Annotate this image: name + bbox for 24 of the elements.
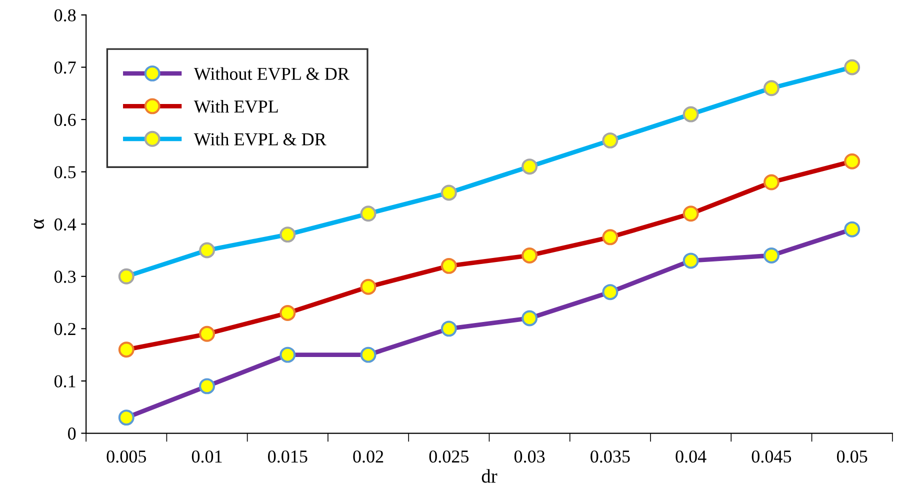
legend-label: With EVPL <box>194 100 278 113</box>
y-tick-label: 0.5 <box>54 166 76 178</box>
x-tick-label: 0.035 <box>590 450 630 463</box>
x-tick-label: 0.05 <box>836 450 868 463</box>
y-tick-label: 0.2 <box>54 322 76 336</box>
y-tick-label: 0.7 <box>54 61 76 74</box>
x-tick-label: 0.025 <box>429 450 469 463</box>
y-tick-label: 0.3 <box>54 270 76 283</box>
x-tick-label: 0.04 <box>676 450 706 463</box>
y-tick-label: 0.1 <box>54 375 76 388</box>
y-tick-label: 0.4 <box>54 218 76 231</box>
x-tick-label: 0.015 <box>268 450 308 463</box>
legend-label: Without EVPL & DR <box>194 67 350 80</box>
y-axis-title: α <box>34 219 44 229</box>
x-axis-title: dr <box>482 469 498 483</box>
x-tick-label: 0.02 <box>353 450 384 463</box>
x-tick-label: 0.03 <box>514 450 545 463</box>
x-tick-label: 0.01 <box>192 450 222 463</box>
y-tick-label: 0 <box>68 428 76 440</box>
x-tick-label: 0.045 <box>752 450 792 463</box>
x-tick-label: 0.005 <box>106 450 146 463</box>
y-tick-label: 0.6 <box>54 114 76 126</box>
legend-label: With EVPL & DR <box>194 132 326 146</box>
y-tick-label: 0.8 <box>54 9 76 22</box>
